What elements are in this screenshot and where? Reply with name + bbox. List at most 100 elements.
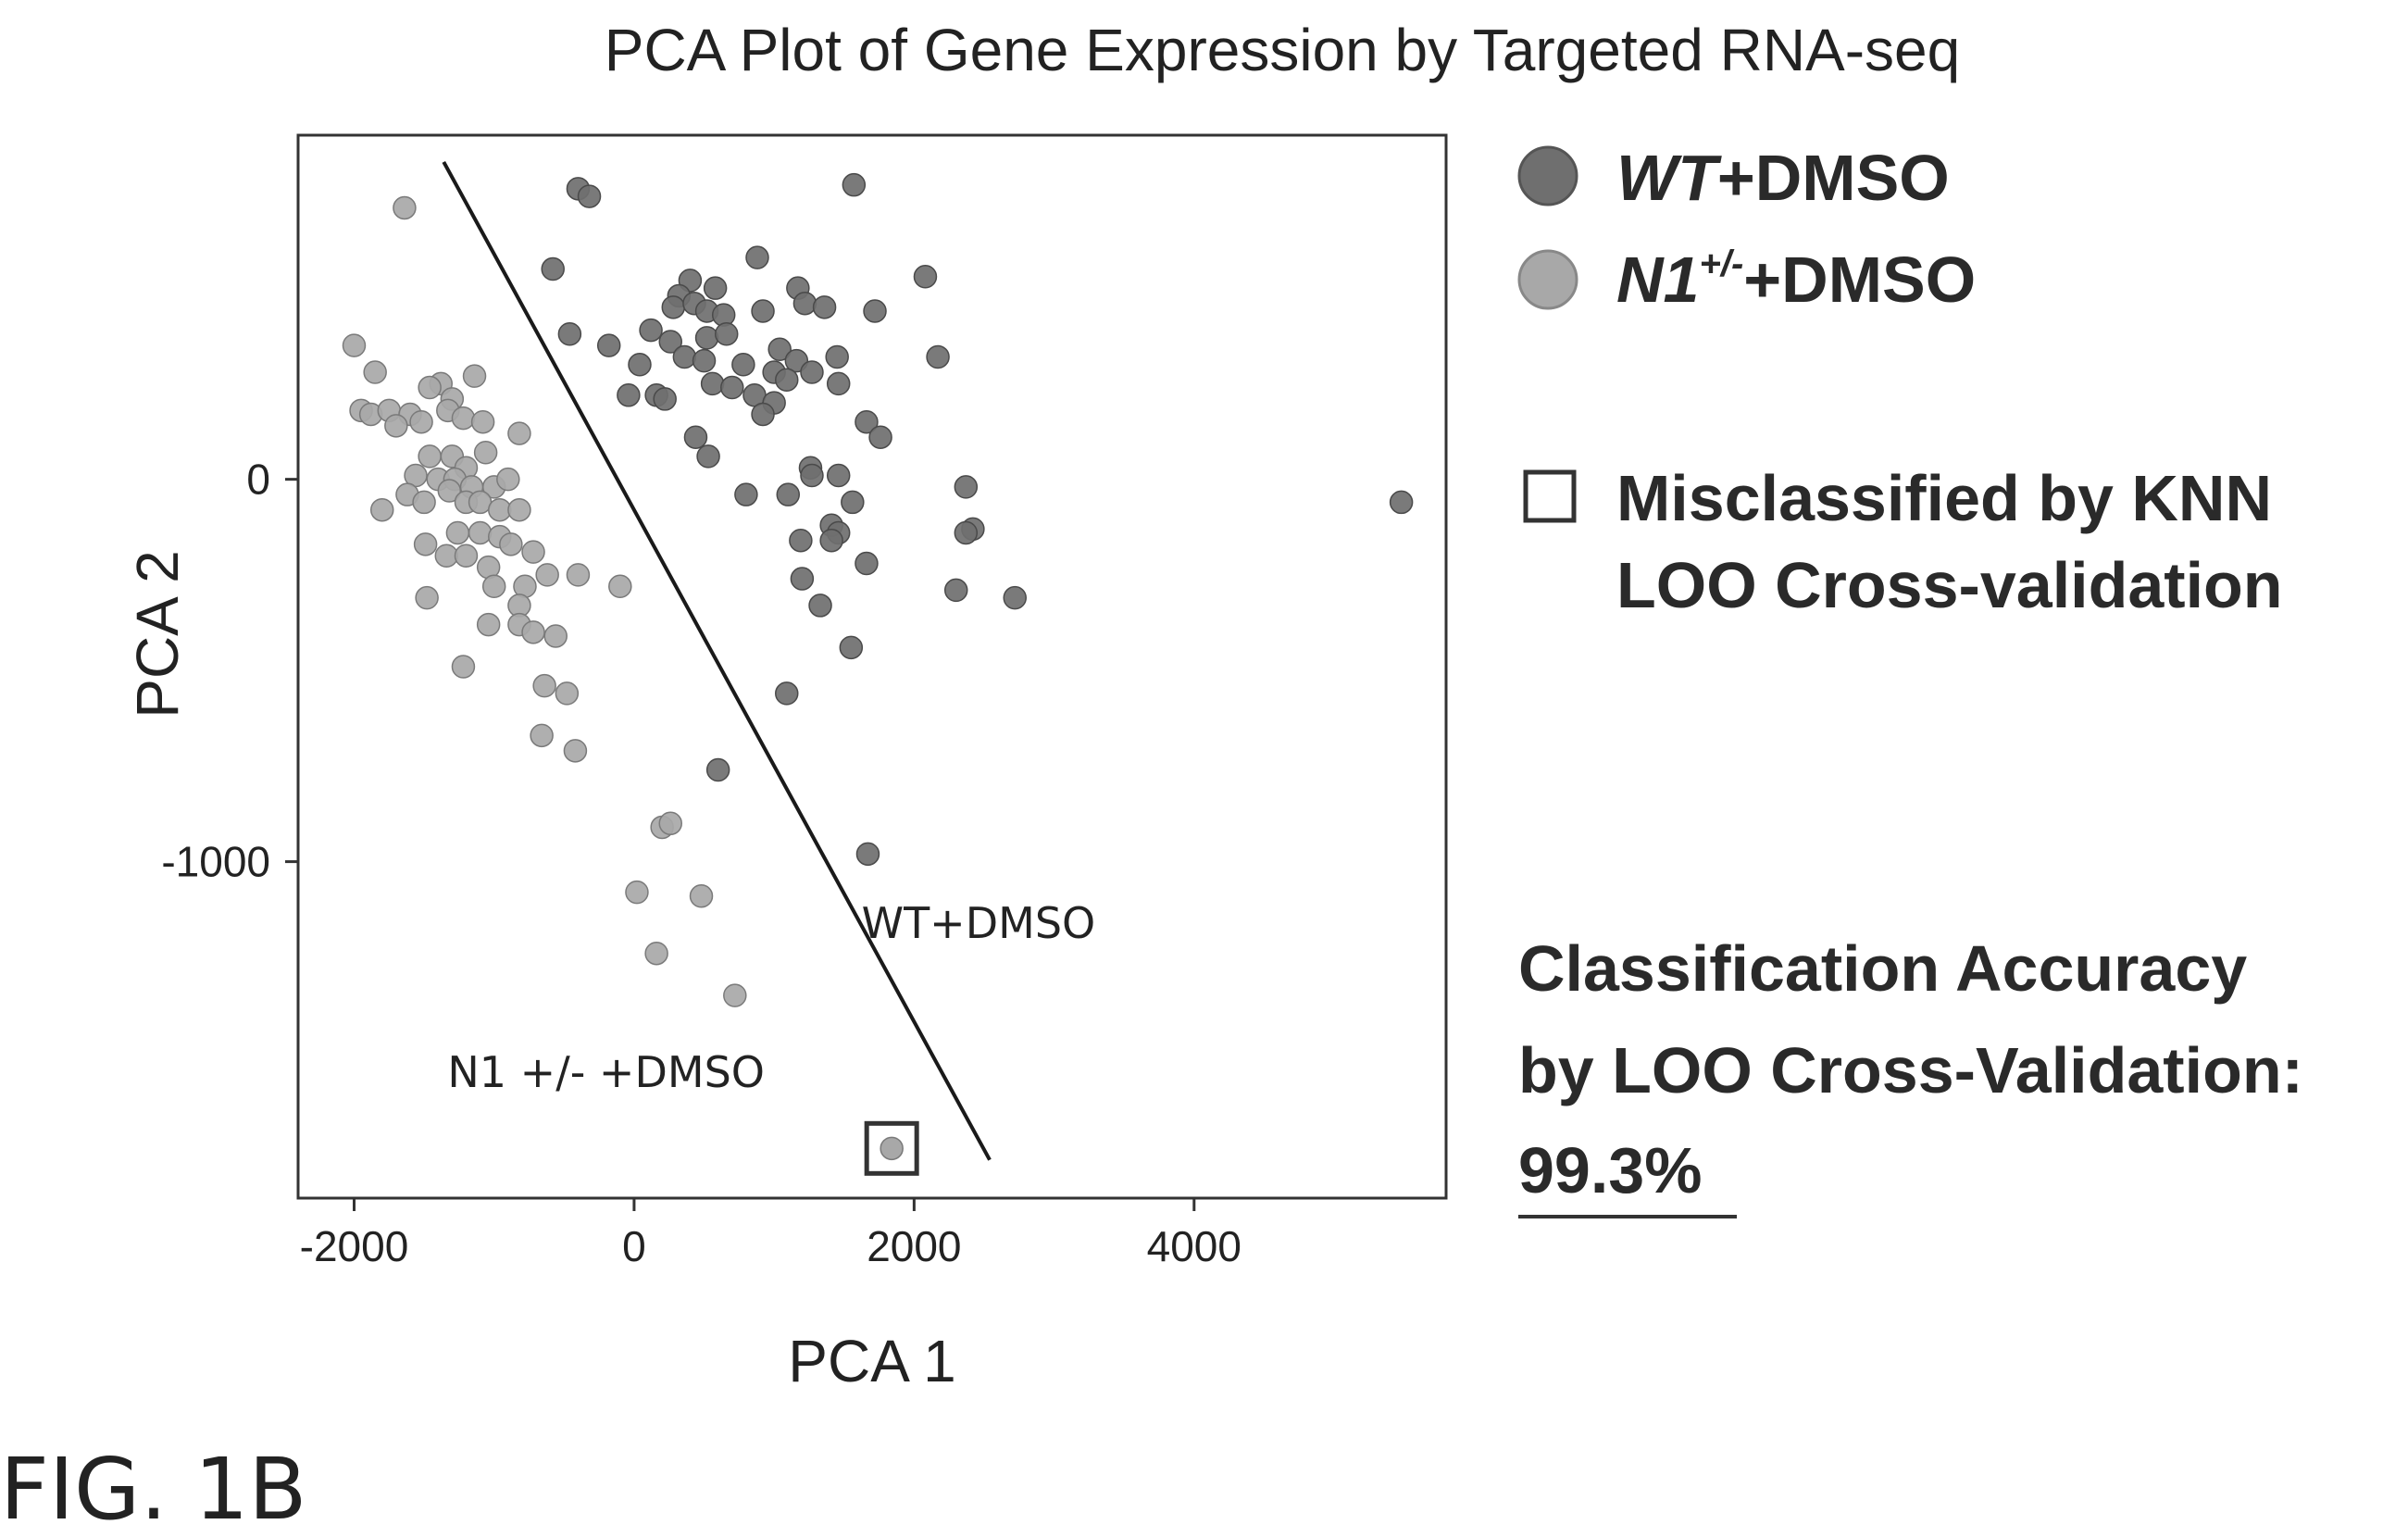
- wt-data-point: [776, 482, 801, 506]
- n1-data-point: [445, 520, 470, 545]
- wt-data-point: [808, 594, 832, 618]
- wt-data-point: [692, 348, 717, 373]
- wt-data-point: [658, 330, 682, 354]
- wt-data-point: [694, 326, 719, 350]
- wt-data-point: [800, 360, 824, 384]
- n1-data-point: [468, 520, 493, 545]
- wt-data-point: [790, 567, 815, 591]
- wt-data-point: [705, 757, 730, 782]
- wt-data-point: [954, 475, 979, 499]
- region-label-n1: N1 +/- +DMSO: [447, 1047, 765, 1097]
- x-tick-label: 2000: [867, 1222, 961, 1270]
- wt-data-point: [775, 681, 799, 706]
- x-tick-label: 4000: [1147, 1222, 1241, 1270]
- n1-data-point: [418, 375, 442, 400]
- misclassified-data-point: [880, 1136, 904, 1161]
- wt-data-point: [825, 344, 849, 369]
- wt-data-point: [954, 520, 979, 545]
- wt-data-point: [596, 333, 621, 357]
- n1-data-point: [468, 490, 493, 515]
- legend-label-wt: WT+DMSO: [1616, 142, 1950, 214]
- accuracy-block: Classification Accuracy by LOO Cross-Val…: [1518, 932, 2303, 1218]
- legend-misclassified-line2: LOO Cross-validation: [1616, 549, 2283, 621]
- x-axis-ticks: -2000 0 2000 4000: [300, 1198, 1241, 1270]
- plot-frame: [296, 133, 1448, 1200]
- n1-data-point: [507, 497, 531, 522]
- wt-data-point: [839, 635, 864, 660]
- wt-data-point: [943, 578, 968, 603]
- wt-data-point: [767, 337, 792, 362]
- wt-data-point: [577, 184, 602, 208]
- wt-data-point: [1389, 490, 1414, 515]
- wt-data-point: [751, 402, 775, 427]
- n1-data-point: [535, 563, 559, 587]
- wt-data-point: [826, 463, 851, 488]
- legend-marker-n1: [1517, 249, 1578, 310]
- n1-data-point: [488, 497, 512, 522]
- n1-data-point: [454, 544, 479, 568]
- y-axis-ticks: 0 -1000: [161, 456, 298, 886]
- wt-data-point: [792, 291, 817, 316]
- n1-data-point: [566, 563, 591, 587]
- legend-marker-wt: [1517, 145, 1578, 206]
- region-annotations: WT+DMSO N1 +/- +DMSO: [447, 898, 1095, 1097]
- legend-label-n1: N1+/-+DMSO: [1616, 244, 1976, 316]
- wt-data-point: [855, 551, 879, 576]
- wt-data-point: [855, 409, 879, 434]
- wt-data-point: [842, 172, 867, 197]
- x-tick-label: 0: [622, 1222, 646, 1270]
- n1-data-point: [476, 612, 501, 637]
- wt-data-point: [812, 295, 837, 319]
- y-axis-label: PCA 2: [124, 550, 191, 718]
- n1-data-point: [434, 544, 459, 568]
- wt-data-point: [789, 528, 813, 553]
- accuracy-value: 99.3%: [1518, 1134, 1702, 1206]
- x-tick-label: -2000: [300, 1222, 409, 1270]
- n1-data-point: [521, 620, 545, 644]
- misclassified-legend-square: [1523, 469, 1577, 523]
- n1-data-point: [499, 532, 523, 556]
- wt-data-point: [731, 353, 755, 377]
- n1-data-point: [625, 880, 649, 905]
- n1-data-point: [530, 723, 554, 748]
- wt-data-point: [661, 295, 686, 319]
- n1-data-point: [532, 673, 556, 698]
- n1-data-point: [608, 574, 632, 599]
- misclassified-marker-square: [864, 1120, 919, 1176]
- wt-data-point: [800, 463, 824, 488]
- n1-data-point: [507, 421, 531, 445]
- n1-data-point: [418, 444, 442, 469]
- wt-data-point: [617, 383, 641, 407]
- wt-data-point: [720, 375, 744, 400]
- wt-data-point: [639, 318, 663, 343]
- wt-data-point: [734, 482, 758, 506]
- accuracy-line2: by LOO Cross-Validation:: [1518, 1034, 2303, 1106]
- accuracy-line1: Classification Accuracy: [1518, 932, 2247, 1005]
- wt-data-point: [745, 245, 769, 269]
- n1-data-point: [473, 440, 498, 465]
- wt-data-point: [1003, 585, 1027, 610]
- wt-data-point: [714, 321, 739, 346]
- wt-data-point: [863, 299, 887, 323]
- n1-data-point: [521, 540, 545, 564]
- y-tick-label: -1000: [161, 838, 270, 886]
- data-points-layer: [342, 172, 1414, 1176]
- n1-data-point: [363, 360, 387, 384]
- decision-boundary-layer: [442, 160, 992, 1161]
- n1-data-point: [415, 585, 439, 610]
- wt-data-point: [700, 371, 725, 396]
- n1-data-point: [563, 739, 588, 763]
- x-axis-label: PCA 1: [788, 1328, 955, 1394]
- n1-data-point: [409, 409, 433, 434]
- wt-data-point: [775, 368, 799, 393]
- n1-data-point: [451, 655, 476, 679]
- wt-data-point: [868, 425, 892, 449]
- n1-data-point: [451, 406, 476, 431]
- wt-data-point: [855, 842, 880, 867]
- n1-data-point: [496, 467, 520, 492]
- wt-data-point: [541, 256, 565, 281]
- wt-data-point: [926, 344, 950, 369]
- y-tick-label: 0: [246, 456, 270, 504]
- n1-data-point: [658, 811, 682, 836]
